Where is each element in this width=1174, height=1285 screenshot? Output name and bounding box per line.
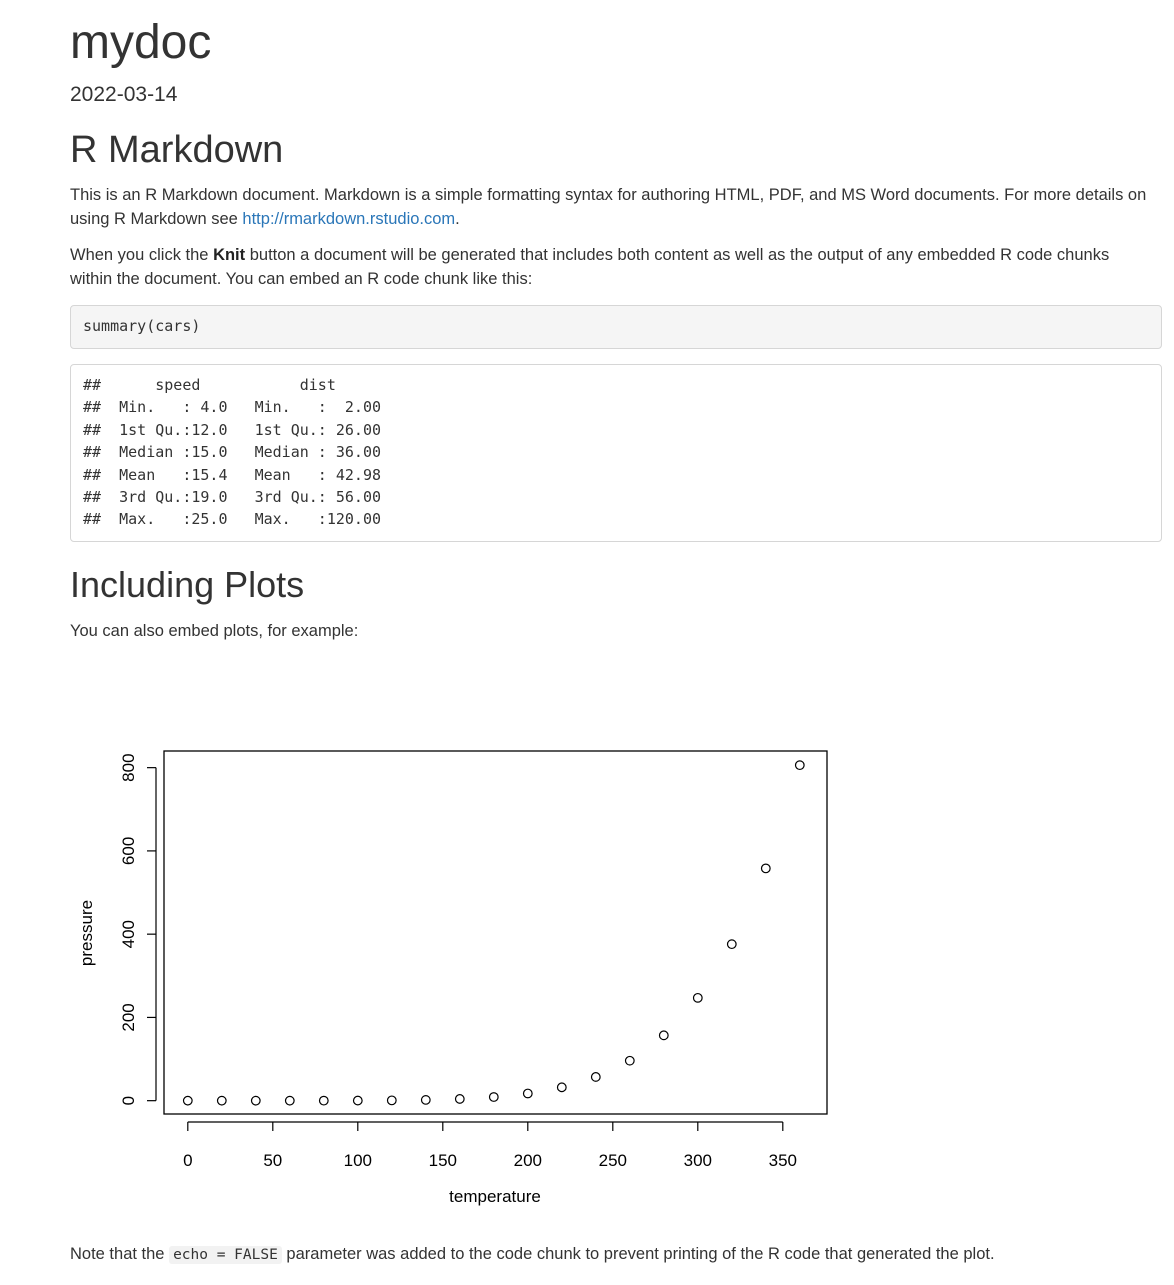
paragraph-intro-end: . bbox=[455, 209, 460, 228]
paragraph-note-before: Note that the bbox=[70, 1245, 170, 1263]
x-tick-label: 200 bbox=[514, 1151, 542, 1170]
x-tick-label: 0 bbox=[183, 1151, 192, 1170]
y-tick-label: 0 bbox=[119, 1096, 138, 1105]
y-tick-label: 400 bbox=[119, 920, 138, 948]
data-point bbox=[420, 1095, 431, 1105]
data-point bbox=[590, 1072, 601, 1082]
paragraph-knit-after: button a document will be generated that… bbox=[70, 246, 1110, 288]
section-heading-including-plots: Including Plots bbox=[70, 564, 305, 605]
plot-frame bbox=[163, 750, 828, 1115]
x-tick-label: 250 bbox=[599, 1151, 627, 1170]
x-tick-label: 300 bbox=[684, 1151, 712, 1170]
data-point bbox=[488, 1092, 499, 1102]
data-point bbox=[454, 1094, 465, 1104]
inline-code-echo-false: echo = FALSE bbox=[169, 1246, 282, 1264]
x-tick-label: 150 bbox=[429, 1151, 457, 1170]
data-point bbox=[318, 1095, 329, 1106]
data-point bbox=[726, 939, 737, 950]
data-point bbox=[216, 1095, 227, 1106]
rmarkdown-link[interactable]: http://rmarkdown.rstudio.com bbox=[242, 209, 456, 228]
paragraph-note-after: parameter was added to the code chunk to… bbox=[281, 1245, 995, 1263]
code-chunk-output: ## speed dist ## Min. : 4.0 Min. : 2.00 … bbox=[70, 364, 1162, 542]
paragraph-plots-intro: You can also embed plots, for example: bbox=[70, 622, 359, 640]
data-point bbox=[692, 992, 703, 1003]
data-point bbox=[760, 863, 771, 874]
y-axis-label: pressure bbox=[77, 900, 96, 966]
data-point bbox=[352, 1095, 363, 1106]
data-point bbox=[386, 1095, 397, 1106]
data-point bbox=[794, 760, 805, 771]
data-point bbox=[624, 1055, 635, 1066]
data-point bbox=[250, 1095, 261, 1106]
knit-bold-text: Knit bbox=[213, 246, 246, 264]
section-heading-r-markdown: R Markdown bbox=[70, 129, 284, 171]
paragraph-intro: This is an R Markdown document. Markdown… bbox=[70, 184, 1155, 232]
pressure-temperature-plot: 0 200 400 600 800 0 50 100 150 200 250 300 350 temp… bbox=[77, 750, 828, 1206]
x-tick-label: 100 bbox=[344, 1151, 372, 1170]
paragraph-knit-before: When you click the bbox=[70, 246, 214, 264]
x-tick-label: 350 bbox=[769, 1151, 797, 1170]
document-date: 2022-03-14 bbox=[70, 83, 178, 106]
document-title: mydoc bbox=[70, 16, 212, 69]
paragraph-knit: When you click the Knit button a documen… bbox=[70, 244, 1155, 292]
paragraph-note: Note that the echo = FALSE parameter was… bbox=[70, 1243, 1160, 1267]
y-tick-label: 200 bbox=[119, 1003, 138, 1031]
code-chunk-input: summary(cars) bbox=[70, 305, 1162, 349]
paragraph-intro-text: This is an R Markdown document. Markdown… bbox=[70, 186, 1147, 228]
x-tick-label: 50 bbox=[263, 1151, 282, 1170]
y-tick-label: 800 bbox=[119, 753, 138, 781]
data-point bbox=[522, 1088, 533, 1099]
data-point bbox=[556, 1082, 567, 1093]
data-point bbox=[182, 1095, 193, 1106]
data-point bbox=[284, 1095, 295, 1106]
y-tick-label: 600 bbox=[119, 837, 138, 865]
data-point bbox=[658, 1030, 669, 1041]
x-axis-label: temperature bbox=[449, 1187, 541, 1206]
